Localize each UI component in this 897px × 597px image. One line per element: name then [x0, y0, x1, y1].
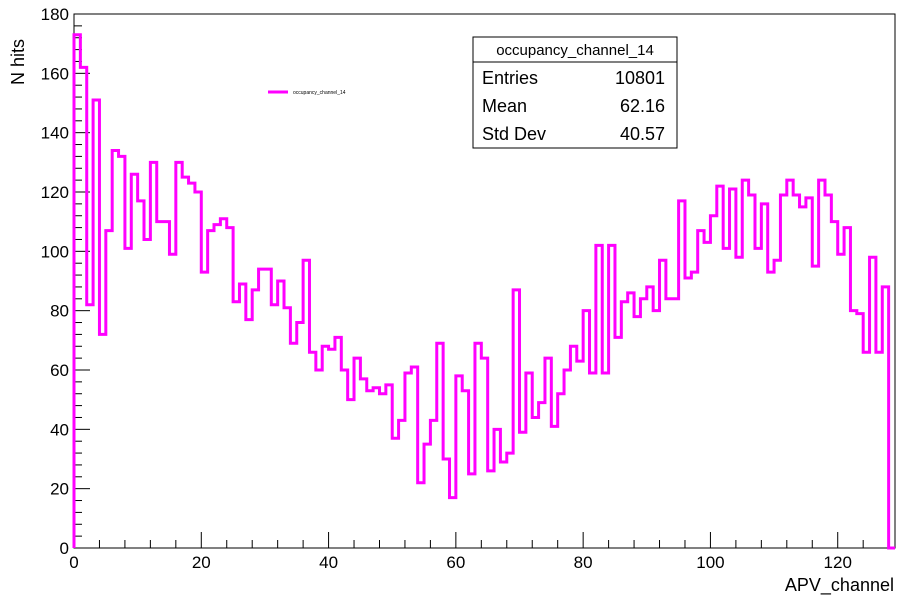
- stats-box-title: occupancy_channel_14: [496, 42, 654, 59]
- legend: occupancy_channel_14: [268, 90, 346, 96]
- y-tick-label: 0: [60, 539, 69, 558]
- stats-entries-label: Entries: [482, 68, 538, 88]
- y-tick-label: 20: [50, 480, 69, 499]
- x-tick-label: 40: [319, 553, 338, 572]
- stats-stddev-label: Std Dev: [482, 124, 546, 144]
- stats-stddev-value: 40.57: [620, 124, 665, 144]
- stats-box: occupancy_channel_14 Entries 10801 Mean …: [472, 36, 678, 149]
- stats-mean-value: 62.16: [620, 96, 665, 116]
- y-tick-label: 60: [50, 361, 69, 380]
- x-axis: 0 20 40 60 80 100 120: [69, 532, 890, 572]
- x-tick-label: 120: [824, 553, 852, 572]
- x-tick-label: 20: [192, 553, 211, 572]
- x-tick-label: 100: [696, 553, 724, 572]
- y-tick-label: 180: [41, 5, 69, 24]
- stats-entries-value: 10801: [615, 68, 665, 88]
- histogram-line: [72, 33, 895, 550]
- y-tick-label: 40: [50, 420, 69, 439]
- x-tick-label: 80: [574, 553, 593, 572]
- x-tick-label: 0: [69, 553, 78, 572]
- y-axis: 0 20 40 60 80 100 120 140 160 180: [41, 5, 90, 558]
- y-tick-label: 80: [50, 302, 69, 321]
- stats-mean-label: Mean: [482, 96, 527, 116]
- y-tick-label: 160: [41, 64, 69, 83]
- x-tick-label: 60: [446, 553, 465, 572]
- y-tick-label: 120: [41, 183, 69, 202]
- y-axis-title: N hits: [8, 39, 28, 85]
- x-axis-title: APV_channel: [785, 575, 894, 596]
- y-tick-label: 100: [41, 242, 69, 261]
- y-tick-label: 140: [41, 124, 69, 143]
- legend-label: occupancy_channel_14: [293, 90, 346, 96]
